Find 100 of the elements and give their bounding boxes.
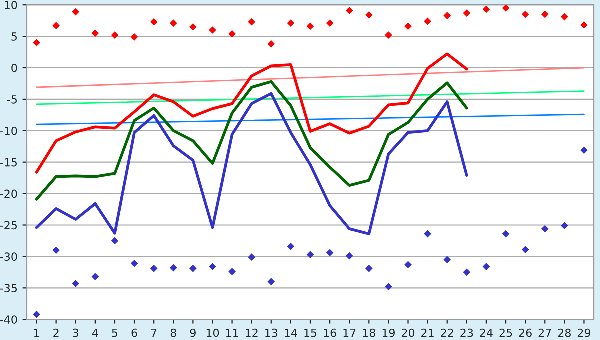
x-tick-label: 7	[151, 328, 157, 338]
x-tick-label: 28	[558, 328, 571, 338]
x-tick-label: 25	[500, 328, 512, 338]
point	[209, 263, 216, 270]
point	[580, 22, 588, 29]
line-series	[35, 92, 468, 236]
point	[424, 18, 432, 26]
x-tick-label: 21	[422, 328, 434, 338]
point	[463, 10, 471, 17]
point	[522, 246, 530, 254]
x-tick-label: 16	[324, 328, 336, 338]
point	[268, 278, 276, 286]
x-tick-label: 20	[402, 328, 415, 338]
point	[346, 7, 354, 14]
point	[33, 310, 40, 318]
point	[111, 32, 119, 39]
x-tick-label: 15	[304, 328, 317, 338]
y-tick-label: -35	[0, 284, 17, 293]
point	[482, 263, 490, 270]
point	[444, 12, 452, 20]
x-tick-label: 19	[382, 328, 395, 338]
x-tick-label: 6	[132, 328, 138, 338]
y-tick-label: -40	[0, 316, 18, 324]
y-tick-label: -15	[0, 158, 17, 167]
point	[150, 264, 158, 272]
x-tick-label: 1	[34, 328, 40, 338]
x-tick-label: 11	[226, 328, 238, 338]
point	[190, 23, 197, 31]
point	[92, 273, 100, 280]
y-tick-label: -30	[0, 252, 18, 262]
point	[287, 20, 295, 28]
point	[365, 11, 373, 19]
point	[92, 30, 100, 38]
point	[365, 264, 373, 272]
point	[130, 34, 138, 41]
point	[444, 256, 452, 264]
x-tick-label: 17	[344, 328, 356, 338]
point	[111, 237, 119, 245]
point	[326, 20, 334, 28]
point	[72, 280, 80, 288]
point	[287, 242, 295, 250]
x-tick-label: 8	[170, 328, 176, 338]
point	[209, 26, 216, 34]
point	[306, 22, 314, 30]
x-tick-label: 12	[246, 328, 258, 338]
point	[463, 268, 471, 276]
point	[502, 5, 510, 12]
point	[130, 260, 138, 268]
x-tick-label: 14	[285, 328, 298, 338]
point	[190, 264, 197, 272]
y-tick-label: -10	[0, 126, 18, 136]
x-tick-label: 13	[266, 328, 278, 338]
x-tick-label: 29	[578, 328, 591, 338]
point	[346, 252, 354, 260]
x-tick-label: 2	[54, 328, 59, 338]
point	[561, 222, 568, 230]
y-tick-label: -20	[0, 190, 18, 198]
y-tick-label: 0	[12, 64, 18, 72]
point	[248, 254, 256, 262]
point	[404, 261, 412, 269]
point	[268, 40, 276, 48]
point	[228, 268, 236, 276]
point	[52, 246, 60, 254]
y-tick-label: -5	[7, 96, 17, 104]
point	[482, 6, 490, 14]
x-tick-label: 27	[538, 328, 552, 338]
line-series	[35, 80, 468, 201]
x-tick-label: 3	[73, 328, 79, 338]
x-tick-label: 9	[190, 328, 196, 338]
point	[424, 230, 432, 238]
x-tick-label: 23	[460, 328, 474, 338]
x-tick-label: 5	[112, 328, 118, 338]
point	[52, 22, 60, 30]
y-tick-label: 5	[12, 32, 17, 41]
point	[306, 251, 314, 258]
x-tick-label: 26	[519, 328, 532, 338]
point	[541, 225, 549, 233]
point	[404, 22, 412, 30]
point	[72, 8, 80, 16]
point	[170, 20, 178, 28]
point	[385, 283, 392, 291]
y-tick-label: 10	[5, 1, 18, 10]
line-series	[35, 52, 468, 174]
x-tick-label: 18	[363, 328, 376, 338]
point	[580, 146, 588, 154]
point	[170, 264, 178, 272]
point	[385, 32, 392, 39]
point	[561, 13, 568, 21]
point	[522, 10, 530, 18]
y-tick-label: -25	[0, 221, 17, 230]
point	[228, 30, 236, 38]
point	[248, 18, 256, 26]
point	[502, 230, 510, 238]
point	[150, 18, 158, 26]
x-tick-label: 4	[92, 328, 98, 338]
x-tick-label: 22	[441, 328, 454, 338]
point	[326, 249, 334, 257]
point	[33, 39, 40, 47]
point	[541, 10, 549, 18]
x-tick-label: 24	[480, 328, 493, 338]
